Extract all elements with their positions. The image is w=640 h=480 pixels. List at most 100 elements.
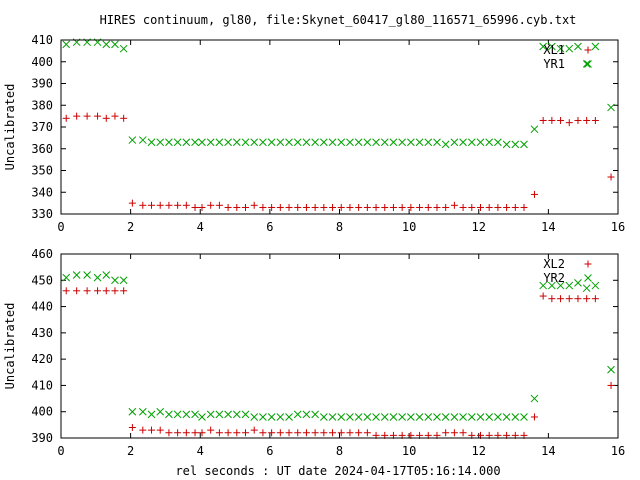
data-point: [165, 429, 173, 437]
legend-label: YR2: [543, 271, 565, 285]
data-point: [207, 201, 215, 209]
y-axis-label: Uncalibrated: [3, 303, 17, 390]
data-point: [372, 413, 380, 421]
data-point: [441, 140, 450, 149]
data-point: [565, 281, 574, 290]
y-tick-label: 400: [31, 405, 53, 419]
data-point: [607, 173, 615, 181]
data-point: [459, 203, 467, 211]
legend-marker: [584, 274, 592, 282]
data-point: [530, 394, 539, 403]
data-point: [93, 273, 102, 282]
data-point: [450, 138, 459, 147]
data-point: [485, 203, 493, 211]
data-point: [591, 42, 600, 51]
data-point: [539, 292, 547, 300]
data-point: [182, 429, 190, 437]
data-point: [548, 42, 556, 51]
data-point: [285, 203, 293, 211]
plot-panel-1: 0 2 4 6 8 10 12 14 16 330 340 350 360 370 380 390 400 410…: [3, 33, 625, 234]
data-point: [574, 295, 582, 303]
data-point: [138, 407, 147, 416]
data-point: [557, 116, 565, 124]
legend-label: XL2: [543, 257, 565, 271]
data-point: [467, 138, 476, 147]
y-tick-label: 390: [31, 77, 53, 91]
plot-panel-2: 0 2 4 6 8 10 12 14 16 390 400 410 420 430 440 450 460 Unc…: [3, 247, 625, 458]
data-point: [191, 429, 199, 437]
data-point: [233, 429, 241, 437]
y-tick-label: 430: [31, 326, 53, 340]
data-point: [182, 138, 191, 147]
data-point: [128, 407, 137, 416]
data-point: [442, 203, 450, 211]
y-tick-label: 450: [31, 273, 53, 287]
data-point: [398, 413, 407, 421]
data-point: [138, 136, 147, 144]
data-point: [232, 410, 241, 419]
series-XL1: [62, 112, 615, 211]
y-tick-label: 410: [31, 378, 53, 392]
data-point: [293, 138, 302, 147]
x-tick-label: 2: [127, 444, 134, 458]
data-point: [102, 271, 111, 279]
data-point: [548, 281, 556, 290]
data-point: [224, 410, 232, 419]
data-point: [380, 413, 389, 421]
data-point: [530, 413, 538, 421]
data-point: [450, 429, 458, 437]
data-point: [302, 410, 311, 419]
y-tick-label: 380: [31, 98, 53, 112]
data-point: [337, 429, 345, 437]
x-axis-label: rel seconds : UT date 2024-04-17T05:16:1…: [175, 464, 500, 478]
y-axis-label: Uncalibrated: [3, 84, 17, 171]
data-point: [467, 413, 476, 421]
data-point: [607, 381, 615, 389]
x-tick-label: 6: [266, 220, 273, 234]
x-tick-label: 4: [197, 220, 204, 234]
data-point: [530, 190, 538, 198]
plot-panels: 0 2 4 6 8 10 12 14 16330340350360370380390400410…: [3, 33, 625, 458]
data-point: [111, 276, 119, 285]
data-point: [363, 429, 371, 437]
data-point: [111, 287, 119, 295]
data-point: [311, 203, 319, 211]
data-point: [354, 413, 363, 421]
data-point: [62, 273, 71, 282]
data-point: [520, 140, 528, 149]
data-point: [198, 429, 206, 437]
x-tick-label: 6: [266, 444, 273, 458]
data-point: [503, 203, 511, 211]
data-point: [363, 413, 372, 421]
data-point: [73, 112, 81, 120]
data-point: [424, 138, 433, 147]
data-point: [355, 429, 363, 437]
data-point: [156, 426, 164, 434]
data-point: [198, 203, 206, 211]
data-point: [476, 138, 485, 147]
data-point: [62, 114, 70, 122]
data-point: [165, 201, 173, 209]
data-point: [259, 203, 267, 211]
data-point: [285, 429, 293, 437]
data-point: [268, 429, 276, 437]
data-point: [62, 287, 70, 295]
data-point: [407, 413, 415, 421]
y-tick-label: 370: [31, 120, 53, 134]
x-tick-label: 16: [611, 444, 625, 458]
data-point: [83, 287, 91, 295]
data-point: [433, 138, 441, 147]
data-point: [476, 413, 485, 421]
data-point: [433, 203, 441, 211]
data-point: [363, 138, 372, 147]
data-point: [259, 413, 267, 421]
data-point: [267, 138, 276, 147]
data-point: [346, 138, 354, 147]
data-point: [450, 413, 459, 421]
data-point: [591, 281, 600, 290]
data-point: [494, 413, 502, 421]
data-point: [215, 410, 224, 419]
data-point: [294, 203, 302, 211]
series-YR2: [62, 271, 615, 421]
data-point: [233, 203, 241, 211]
